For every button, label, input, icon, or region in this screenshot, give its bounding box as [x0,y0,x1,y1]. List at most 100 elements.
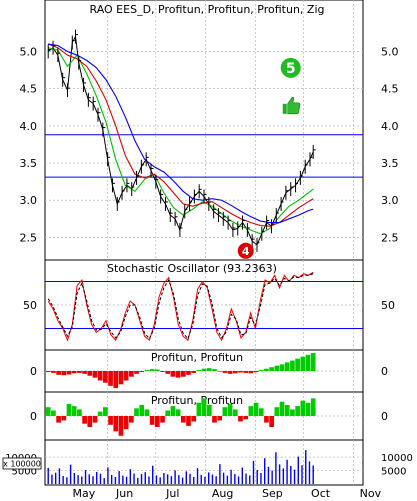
y-tick-label-right: 2.5 [381,231,399,244]
x-tick-label: Aug [212,487,233,500]
grid-layer [45,0,363,485]
histogram-bar [295,406,300,416]
histogram-bar [196,402,202,416]
histogram-bar [222,407,228,416]
y-tick-label-left: 3.0 [20,194,38,207]
histogram-bar [51,410,56,416]
histogram-bar [269,416,274,427]
green-badge-label: 5 [286,61,296,77]
histogram-bar [269,367,274,371]
histogram-bar [310,352,316,371]
histogram-bar [180,416,186,423]
histogram-bar [196,370,202,371]
histogram-bar [238,416,243,422]
histogram-bar [290,409,295,416]
histogram-bar [77,409,82,416]
volume-panel-frame [44,439,364,486]
histogram-bar [129,371,134,377]
histogram-bar [295,358,300,371]
y-tick-label-left: 4.0 [20,120,38,133]
histogram-bar [222,371,228,373]
histogram-bar [217,371,223,372]
y-tick-label-left: 5.0 [20,45,38,58]
x-tick-label: Jun [115,487,133,500]
histogram-bar [165,410,171,416]
histogram-bar [87,371,93,376]
histogram-bar [129,416,134,423]
histogram-bar [300,400,306,416]
x-tick-label: Oct [311,487,331,500]
histogram-bar [201,368,207,371]
histogram-bar [51,371,56,373]
histogram-bar [144,409,150,416]
histogram-bar [186,371,191,375]
series-layer [45,29,363,484]
histogram-bar [71,371,77,374]
histogram-bar [243,371,249,373]
y-tick-label-left: 0 [30,365,37,378]
histogram-bar [165,371,171,374]
histogram-bar [139,405,145,416]
ma-slow-line [48,43,314,224]
thumbs-up-icon [282,96,301,115]
histogram-bar [264,368,269,371]
histogram-bar [45,371,51,372]
stochastic-panel-title: Stochastic Oscillator (93.2363) [107,262,277,275]
histogram-bar [274,365,280,371]
histogram-bar [264,416,269,423]
histogram-bar [284,362,290,371]
histogram-bar [134,408,139,416]
histogram-bar [279,364,285,371]
histogram-bar [305,354,311,371]
y-tick-label-right: 3.5 [381,157,399,170]
histogram-bar [45,407,51,416]
histogram-bar [258,408,264,416]
histogram-bar [113,416,119,432]
y-tick-label-right: 5.0 [381,45,399,58]
histogram-bar [206,368,212,371]
histogram-bar [92,371,98,378]
histogram-bar [206,405,212,416]
histogram-bar [87,416,93,427]
histogram-bar [170,371,176,377]
histogram-bar [118,371,124,385]
histogram-bar [170,406,176,416]
x-tick-label: Nov [360,487,382,500]
histogram-bar [97,411,103,416]
histogram-bar [212,416,217,423]
red-badge-label: 4 [242,245,250,258]
histogram-bar [232,409,238,416]
histogram-bar [123,371,129,381]
histogram-bar [61,371,67,376]
histogram-bar [284,405,290,416]
histogram-bar [175,409,181,416]
y-tick-label-right: 3.0 [381,194,399,207]
profitun-panel-2-title: Profitun, Profitun [151,394,243,407]
y-tick-label-left: 0 [30,410,37,423]
histogram-bar [279,401,285,416]
histogram-bar [82,371,87,374]
histogram-bar [66,371,72,375]
histogram-bar [253,371,259,373]
histogram-bar [144,370,150,371]
green-badge-5: 5 [280,57,301,78]
histogram-bar [134,371,139,374]
ma-fast-line [48,47,314,235]
histogram-bar [227,403,233,416]
histogram-bar [310,398,316,416]
histogram-bar [290,360,295,371]
histogram-bar [113,371,119,389]
y-tick-label-right: 50 [381,299,395,312]
x-tick-label: Sep [262,487,283,500]
y-tick-label-right: 4.5 [381,83,399,96]
stochastic-k-line [47,271,314,342]
histogram-bar [154,369,160,371]
histogram-bar [160,371,165,372]
price-panel-title: RAO EES_D, Profitun, Profitun, Profitun,… [90,3,325,16]
histogram-bar [274,407,280,416]
histogram-bar [212,369,217,371]
histogram-bar [82,416,87,424]
volume-unit-label: x 100000 [3,460,41,469]
histogram-bar [300,356,306,371]
